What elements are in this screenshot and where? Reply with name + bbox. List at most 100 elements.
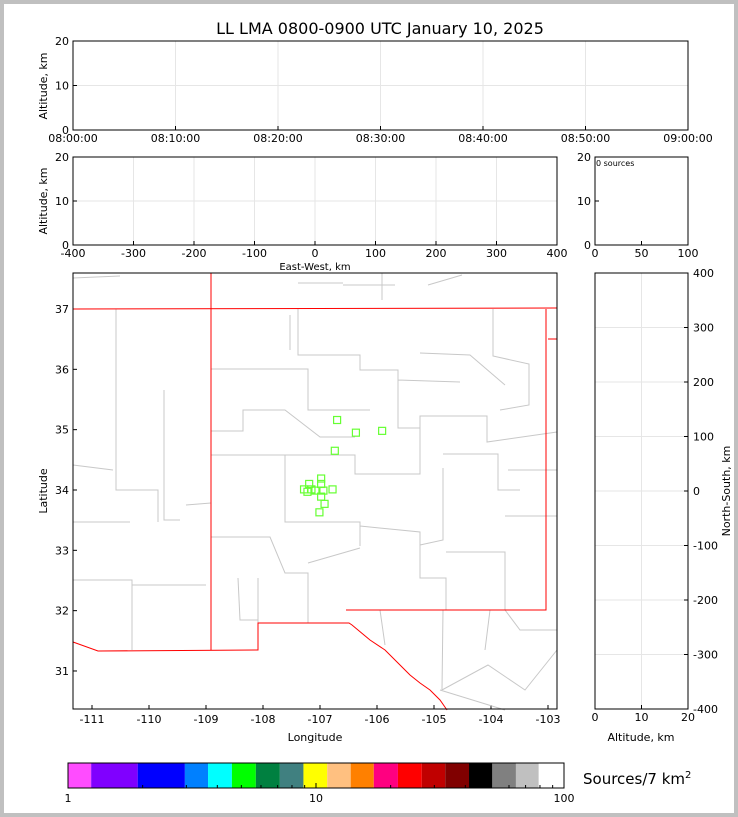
ns-panel-ytick-label: -200	[693, 594, 718, 607]
ew-panel-ytick-label: 10	[55, 195, 69, 208]
ns-panel-xtick-label: 10	[635, 711, 649, 724]
ew-panel-ytick-label: 20	[55, 151, 69, 164]
source-marker	[378, 426, 387, 435]
time-panel-xtick-label: 08:30:00	[356, 132, 405, 145]
ew-panel-xtick-label: -300	[121, 247, 146, 260]
map-ytick-label: 35	[55, 424, 69, 437]
time-panel-xtick-label: 08:10:00	[151, 132, 200, 145]
source-marker	[351, 428, 361, 437]
time-panel-xtick-label: 09:00:00	[663, 132, 712, 145]
ns-panel-ytick-label: -100	[693, 540, 718, 553]
ns-panel-frame	[594, 272, 689, 710]
map-ytick-label: 31	[55, 665, 69, 678]
map-xtick-label: -109	[194, 713, 219, 726]
time-panel-xtick-label: 08:50:00	[561, 132, 610, 145]
map-xlabel: Longitude	[288, 731, 343, 744]
map-ylabel: Latitude	[37, 468, 50, 514]
figure-background	[4, 4, 734, 813]
hist-panel-frame	[594, 156, 689, 246]
ns-panel-xtick-label: 20	[681, 711, 695, 724]
state-boundary	[72, 622, 448, 711]
ew-panel-xtick-label: 300	[486, 247, 507, 260]
colorbar-segment	[469, 763, 493, 788]
ew-panel-xtick-label: -100	[242, 247, 267, 260]
hist-panel-ytick-label: 0	[584, 239, 591, 252]
time-panel-ytick-label: 20	[55, 35, 69, 48]
colorbar-tick-label: 100	[554, 792, 575, 805]
map-xtick-label: -108	[251, 713, 276, 726]
map-ytick-label: 37	[55, 303, 69, 316]
source-marker	[320, 499, 329, 508]
hist-panel-xtick-label: 50	[635, 247, 649, 260]
colorbar-segment	[492, 763, 516, 788]
time-panel-xtick-label: 08:00:00	[48, 132, 97, 145]
source-marker	[315, 508, 324, 517]
ew-panel-xtick-label: 400	[547, 247, 568, 260]
county-boundaries	[72, 272, 558, 711]
colorbar-segment	[327, 763, 351, 788]
ew-panel-xtick-label: 0	[312, 247, 319, 260]
colorbar-segment	[255, 763, 280, 788]
time-panel-xtick-label: 08:20:00	[253, 132, 302, 145]
hist-annotation: 0 sources	[596, 159, 634, 168]
colorbar-segment	[373, 763, 398, 788]
source-marker	[330, 446, 339, 455]
ew-panel-ytick-label: 0	[62, 239, 69, 252]
colorbar-label: Sources/7 km2	[583, 770, 691, 788]
hist-panel-xtick-label: 100	[678, 247, 699, 260]
colorbar-segment	[279, 763, 304, 788]
ns-panel-ytick-label: 200	[693, 376, 714, 389]
source-marker	[328, 485, 337, 494]
colorbar-segment	[184, 763, 209, 788]
colorbar-segment	[303, 763, 328, 788]
ns-panel-ytick-label: 400	[693, 267, 714, 280]
ns-panel-xlabel: Altitude, km	[607, 731, 674, 744]
state-boundary	[346, 309, 547, 611]
time-panel-ytick-label: 0	[62, 124, 69, 137]
map-ytick-label: 36	[55, 363, 69, 376]
ew-panel-xlabel: East-West, km	[279, 262, 350, 273]
ew-panel-xtick-label: 100	[365, 247, 386, 260]
map-ytick-label: 33	[55, 544, 69, 557]
colorbar-segment	[91, 763, 138, 788]
colorbar-segment	[397, 763, 422, 788]
ew-panel-frame	[72, 156, 558, 246]
map-xtick-label: -105	[422, 713, 447, 726]
colorbar-segment	[421, 763, 446, 788]
time-panel-xtick-label: 08:40:00	[458, 132, 507, 145]
source-marker	[305, 479, 314, 489]
source-marker	[319, 486, 328, 495]
ew-panel-xtick-label: -200	[182, 247, 207, 260]
ew-panel-ylabel: Altitude, km	[37, 167, 50, 234]
colorbar-segment	[231, 763, 256, 788]
colorbar-tick-label: 1	[65, 792, 72, 805]
ns-panel-ytick-label: 300	[693, 322, 714, 335]
colorbar-tick-label: 10	[309, 792, 323, 805]
colorbar-segment	[515, 763, 539, 788]
state-boundary	[72, 307, 558, 310]
colorbar-segment	[137, 763, 185, 788]
map-ytick-label: 34	[55, 484, 69, 497]
map-xtick-label: -103	[536, 713, 561, 726]
hist-panel-ytick-label: 20	[577, 151, 591, 164]
map-xtick-label: -110	[137, 713, 162, 726]
colorbar-segment	[68, 763, 92, 788]
source-marker	[311, 486, 320, 495]
source-marker	[333, 415, 342, 425]
time-panel-ylabel: Altitude, km	[37, 52, 50, 119]
source-marker	[303, 487, 312, 496]
hist-panel-xtick-label: 0	[592, 247, 599, 260]
time-panel-frame	[72, 40, 689, 131]
colorbar-segment	[208, 763, 232, 788]
map-xtick-label: -111	[80, 713, 105, 726]
colorbar-segment	[350, 763, 374, 788]
hist-panel-ytick-label: 10	[577, 195, 591, 208]
map-xtick-label: -104	[479, 713, 504, 726]
map-frame	[72, 272, 558, 710]
map-xtick-label: -107	[308, 713, 333, 726]
map-xtick-label: -106	[365, 713, 390, 726]
colorbar-segment	[445, 763, 470, 788]
time-panel-ytick-label: 10	[55, 80, 69, 93]
source-marker	[317, 474, 326, 483]
